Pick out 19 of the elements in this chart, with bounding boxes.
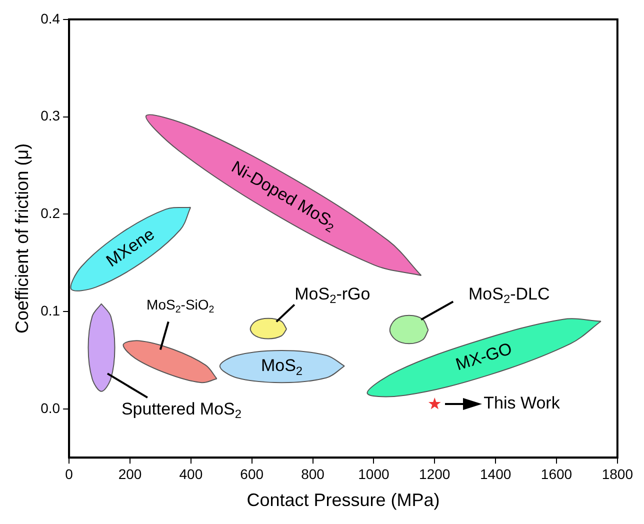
y-axis-title: Coefficient of friction (μ) [12, 143, 32, 334]
x-tick-label: 1000 [358, 466, 390, 482]
x-tick-label: 0 [65, 466, 74, 482]
y-tick-label: 0.4 [40, 10, 60, 26]
x-tick-label: 200 [118, 466, 142, 482]
x-tick-label: 1600 [540, 466, 572, 482]
y-tick-label: 0.0 [40, 400, 60, 416]
x-tick-label: 1400 [480, 466, 512, 482]
y-tick-label: 0.1 [40, 302, 60, 318]
x-tick-label: 800 [301, 466, 325, 482]
x-tick-label: 1800 [602, 466, 634, 482]
annotation: This Work [484, 394, 560, 413]
x-tick-label: 400 [179, 466, 203, 482]
x-tick-label: 600 [240, 466, 264, 482]
y-tick-label: 0.2 [40, 205, 60, 222]
y-tick-label: 0.3 [40, 108, 60, 124]
x-tick-label: 1200 [419, 466, 450, 482]
x-axis-title: Contact Pressure (MPa) [246, 490, 440, 510]
series-label: MX-GO [454, 339, 514, 374]
